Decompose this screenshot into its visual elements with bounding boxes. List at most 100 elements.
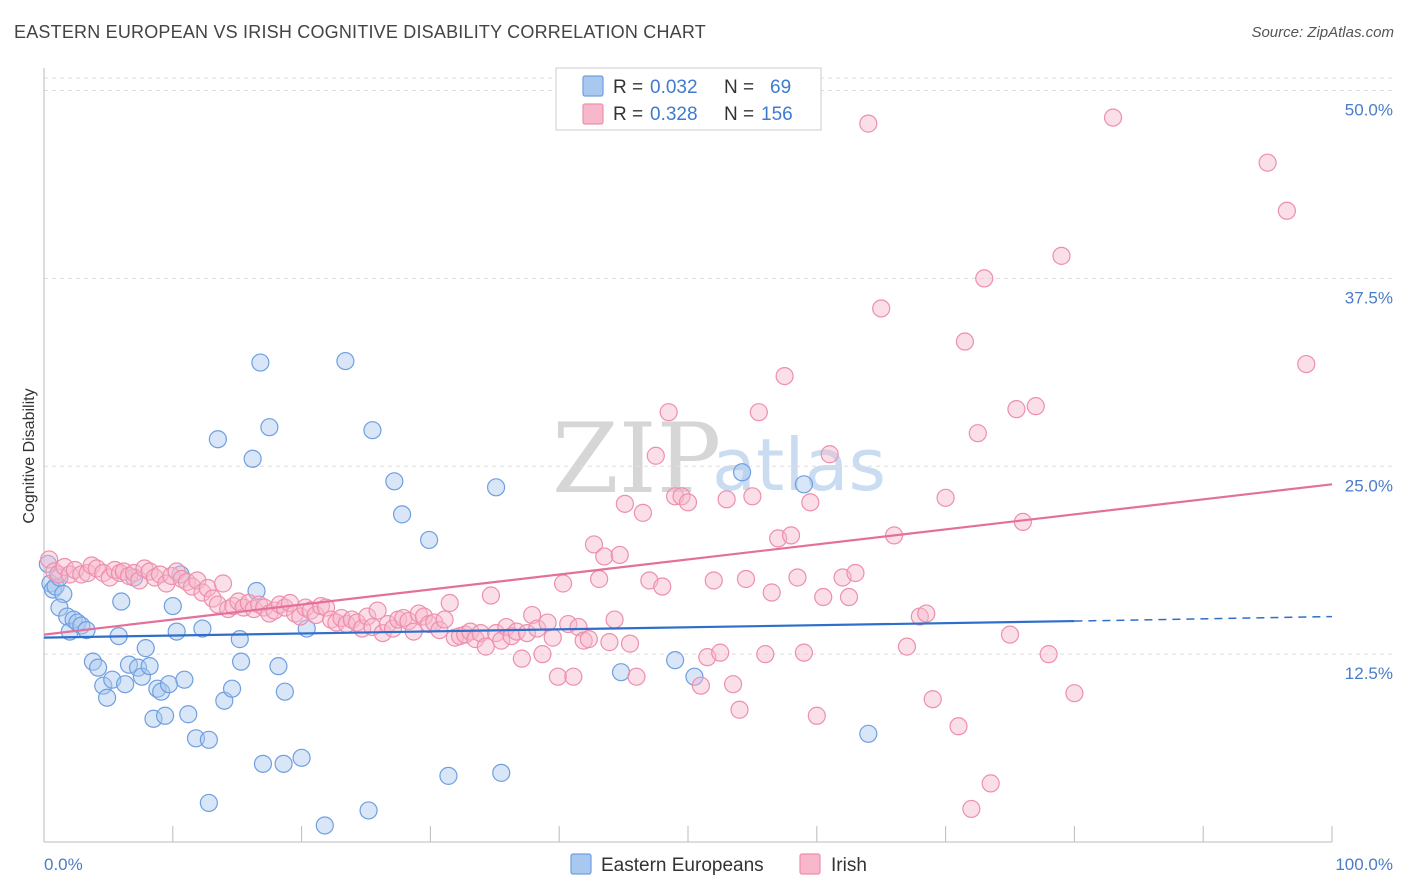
point-irish [839, 587, 859, 607]
series-eastern-europeans-points [38, 351, 878, 835]
point-eastern-europeans [292, 748, 311, 767]
point-eastern-europeans [230, 630, 249, 649]
point-irish [820, 445, 839, 464]
watermark-atlas: atlas [712, 423, 886, 507]
point-irish [543, 628, 562, 647]
point-irish [188, 571, 207, 590]
point-eastern-europeans [199, 730, 218, 749]
point-eastern-europeans [155, 706, 175, 725]
point-irish [533, 645, 552, 664]
point-irish [553, 574, 573, 593]
point-irish [208, 595, 227, 614]
bottom-legend-label-eastern-europeans: Eastern Europeans [601, 855, 764, 876]
point-irish [659, 403, 678, 422]
point-irish [897, 637, 917, 656]
point-eastern-europeans [685, 667, 704, 686]
point-irish [1297, 354, 1316, 374]
y-tick-label: 12.5% [1345, 664, 1393, 683]
grid-lines [44, 77, 1393, 655]
point-irish [440, 593, 459, 613]
point-irish [72, 565, 91, 584]
trend-lines [43, 483, 1333, 639]
point-eastern-europeans [199, 793, 218, 813]
point-eastern-europeans [136, 639, 155, 658]
legend-r-label-2: R = [613, 104, 643, 125]
point-irish [358, 607, 377, 626]
point-irish [130, 571, 149, 590]
point-irish [923, 690, 942, 709]
point-irish [605, 610, 624, 629]
point-eastern-europeans [439, 766, 458, 785]
trend-line-eastern-europeans-extension [1074, 615, 1333, 622]
point-eastern-europeans [359, 801, 378, 820]
point-irish [435, 610, 454, 629]
point-eastern-europeans [859, 724, 878, 743]
point-irish [569, 617, 588, 637]
chart-source: Source: ZipAtlas.com [1251, 24, 1394, 41]
point-eastern-europeans [253, 754, 273, 773]
point-irish [615, 494, 634, 513]
point-irish [704, 571, 723, 590]
point-irish [756, 645, 775, 664]
point-irish [1258, 153, 1277, 172]
point-eastern-europeans [193, 619, 212, 638]
point-irish [564, 667, 583, 686]
point-eastern-europeans [152, 682, 171, 701]
point-eastern-europeans [243, 449, 262, 468]
point-eastern-europeans [794, 475, 814, 494]
x-tick-label-max: 100.0% [1335, 855, 1393, 874]
point-irish [476, 637, 495, 656]
point-eastern-europeans [175, 670, 194, 689]
y-tick-label: 50.0% [1345, 101, 1393, 120]
point-irish [119, 566, 139, 586]
point-eastern-europeans [140, 657, 159, 676]
point-eastern-europeans [315, 816, 334, 835]
point-eastern-europeans [222, 679, 242, 698]
trend-line-irish [43, 483, 1333, 636]
point-irish [590, 569, 609, 589]
point-irish [548, 667, 568, 686]
point-irish [40, 550, 59, 569]
point-irish [1065, 684, 1084, 703]
point-irish [368, 601, 387, 620]
point-irish [917, 604, 936, 623]
point-irish [1026, 397, 1045, 416]
point-irish [627, 667, 646, 686]
legend-n-label-1: N = [724, 77, 754, 98]
point-irish [781, 526, 801, 545]
point-irish [1103, 108, 1123, 127]
top-legend: R = 0.032 N = 69 R = 0.328 N = 156 [555, 67, 822, 131]
point-eastern-europeans [486, 478, 506, 497]
point-irish [949, 717, 968, 736]
point-irish [1039, 645, 1058, 664]
point-eastern-europeans [112, 592, 131, 611]
point-irish [775, 366, 794, 386]
point-irish [600, 633, 619, 652]
point-irish [691, 676, 710, 695]
point-irish [342, 610, 361, 629]
trend-line-eastern-europeans [43, 619, 1075, 639]
point-irish [653, 577, 672, 596]
point-irish [788, 568, 807, 587]
y-tick-label: 25.0% [1345, 476, 1393, 495]
point-eastern-europeans [98, 688, 117, 707]
axes [43, 68, 1333, 843]
point-eastern-europeans [128, 658, 148, 677]
series-irish-points [40, 108, 1316, 819]
point-irish [981, 774, 1000, 793]
point-irish [1007, 400, 1026, 419]
point-eastern-europeans [116, 675, 135, 694]
point-irish [633, 503, 653, 522]
legend-n-label-2: N = [724, 104, 754, 125]
point-irish [743, 487, 762, 506]
legend-r-label-1: R = [613, 77, 643, 98]
point-eastern-europeans [94, 676, 113, 695]
legend-swatch-blue [582, 75, 604, 97]
point-irish [678, 493, 698, 512]
point-irish [955, 332, 975, 351]
point-irish [471, 623, 490, 643]
point-eastern-europeans [251, 353, 270, 372]
bottom-legend-swatch-blue [570, 853, 592, 875]
point-irish [481, 586, 501, 605]
legend-n-value-1: 69 [770, 77, 791, 98]
